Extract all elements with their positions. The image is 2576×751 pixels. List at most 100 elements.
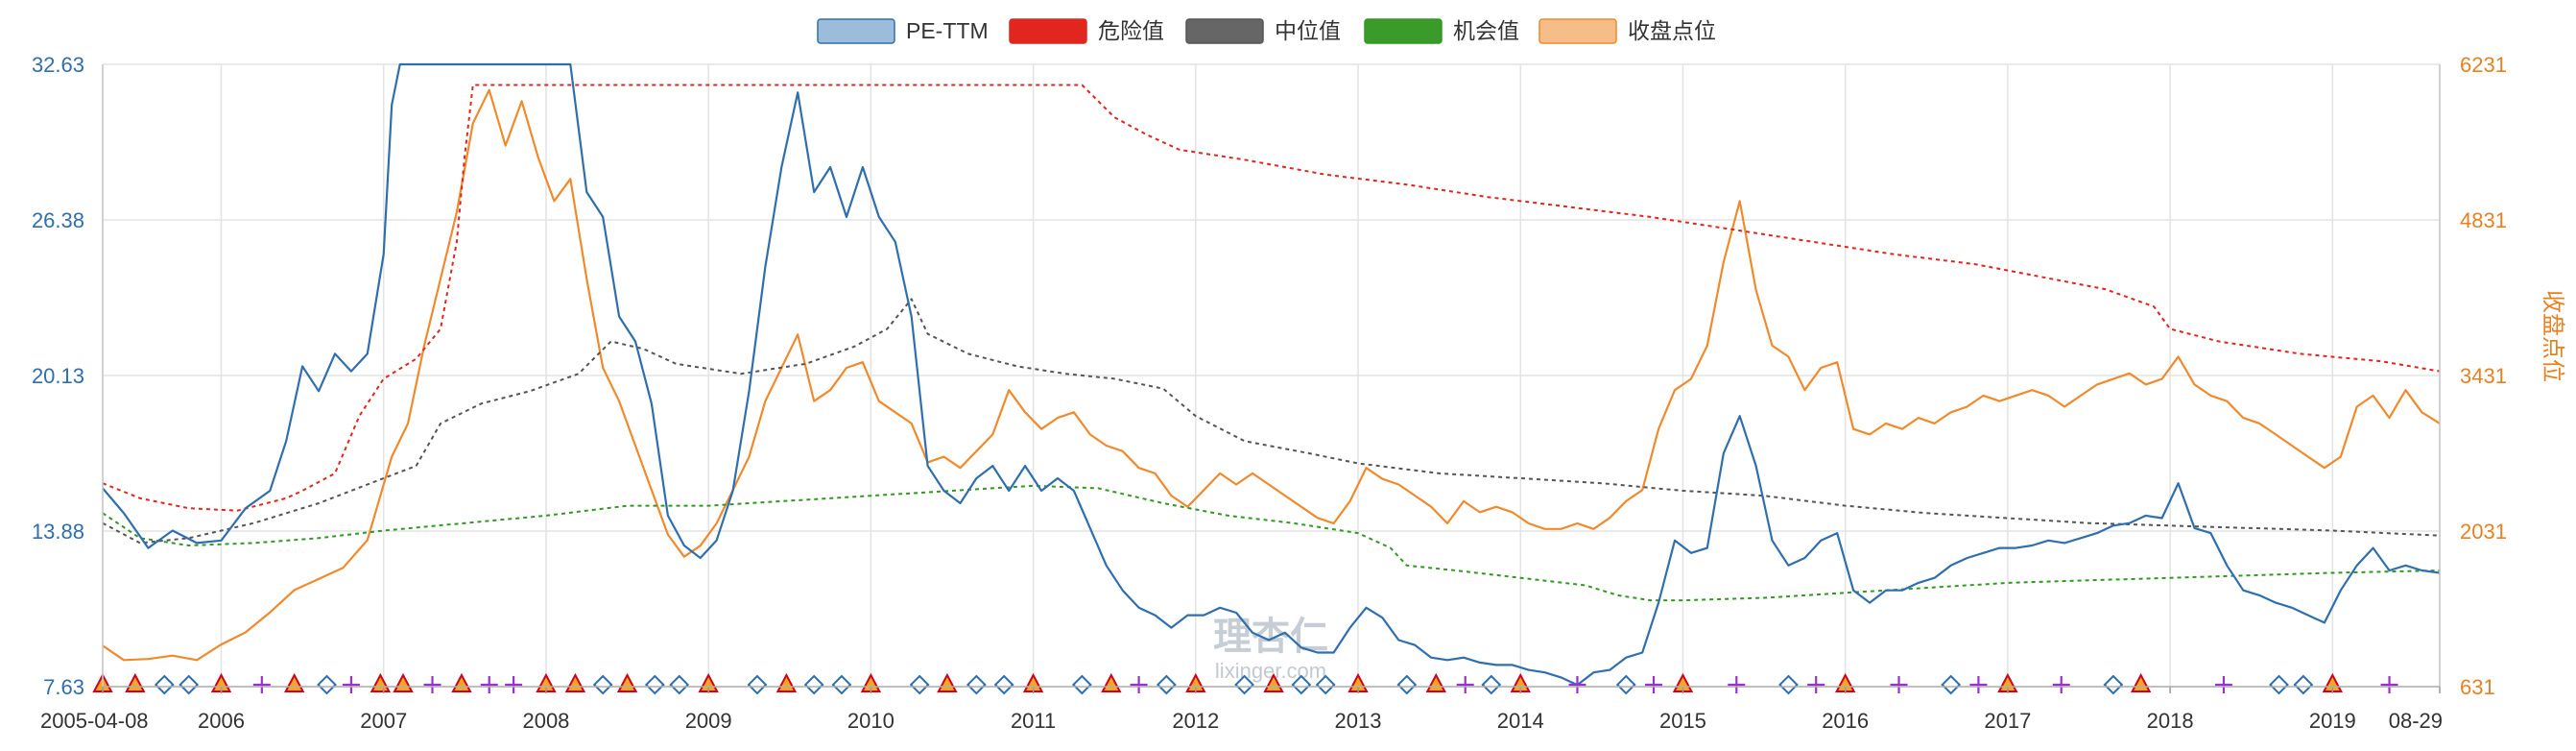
marker-plus (1969, 676, 1988, 693)
x-tick-label: 2005-04-08 (40, 709, 149, 733)
marker-plus (252, 676, 271, 693)
marker-diamond (1941, 674, 1962, 695)
close-index-line (102, 88, 2441, 662)
marker-triangle (616, 672, 638, 692)
y-right-tick-label: 4831 (2460, 208, 2507, 232)
legend-item[interactable]: 机会值 (1364, 18, 1519, 44)
y-right-tick-label: 3431 (2460, 364, 2507, 388)
y-left-tick-label: 7.63 (43, 675, 84, 699)
legend-swatch (1364, 18, 1443, 44)
x-tick-label: 2014 (1497, 709, 1544, 733)
marker-triangle (370, 672, 392, 692)
marker-diamond (909, 674, 930, 695)
marker-plus (342, 676, 360, 693)
legend-label: PE-TTM (906, 18, 989, 43)
opportunity-value-line (102, 484, 2441, 602)
marker-diamond (1481, 674, 1502, 695)
marker-diamond (2293, 674, 2314, 695)
marker-diamond (1291, 674, 1312, 695)
marker-triangle (393, 672, 414, 692)
marker-plus (2052, 676, 2070, 693)
x-tick-label: 2009 (685, 709, 732, 733)
marker-plus (1728, 676, 1746, 693)
x-tick-label: 08-29 (2389, 709, 2443, 733)
marker-diamond (2269, 674, 2289, 695)
marker-diamond (1778, 674, 1799, 695)
legend-item[interactable]: 危险值 (1009, 18, 1164, 44)
marker-plus (423, 676, 441, 693)
marker-triangle (937, 672, 958, 692)
marker-triangle (1101, 672, 1122, 692)
marker-diamond (1396, 674, 1418, 695)
marker-plus (1645, 676, 1663, 693)
marker-diamond (317, 674, 337, 695)
legend-swatch (1538, 18, 1617, 44)
watermark: 理杏仁 lixinger.com (1213, 615, 1328, 683)
marker-diamond (2103, 674, 2124, 695)
x-tick-label: 2012 (1172, 709, 1219, 733)
x-tick-label: 2016 (1822, 709, 1869, 733)
pe-ttm-line (102, 62, 2441, 687)
legend-item[interactable]: 中位值 (1185, 18, 1341, 44)
legend-label: 机会值 (1453, 18, 1519, 43)
marker-diamond (592, 674, 613, 695)
watermark-logo: 理杏仁 (1213, 615, 1328, 659)
marker-diamond (154, 674, 175, 695)
y-left-tick-label: 13.88 (32, 520, 84, 544)
marker-diamond (1615, 674, 1636, 695)
y-right-tick-label: 6231 (2460, 53, 2507, 77)
legend-label: 中位值 (1275, 18, 1341, 43)
marker-diamond (1156, 674, 1177, 695)
legend-item[interactable]: PE-TTM (817, 18, 989, 44)
x-tick-label: 2013 (1335, 709, 1382, 733)
x-tick-label: 2017 (1984, 709, 2031, 733)
y-left-tick-label: 32.63 (32, 53, 84, 77)
marker-diamond (179, 674, 200, 695)
legend-label: 危险值 (1098, 18, 1164, 43)
legend[interactable]: PE-TTM 危险值 中位值 机会值 收盘点位 (817, 18, 1716, 44)
marker-plus (1130, 676, 1148, 693)
legend-item[interactable]: 收盘点位 (1538, 18, 1716, 44)
marker-diamond (747, 674, 768, 695)
legend-swatch (1009, 18, 1087, 44)
legend-swatch (1185, 18, 1264, 44)
marker-plus (1456, 676, 1474, 693)
marker-diamond (1315, 674, 1336, 695)
x-tick-label: 2018 (2147, 709, 2194, 733)
legend-label: 收盘点位 (1628, 18, 1716, 43)
x-tick-label: 2015 (1659, 709, 1706, 733)
y-left-tick-label: 20.13 (32, 364, 84, 388)
grid (102, 63, 2441, 688)
marker-triangle (284, 672, 305, 692)
marker-plus (1568, 676, 1586, 693)
marker-plus (505, 676, 523, 693)
marker-triangle (775, 672, 798, 692)
legend-swatch (817, 18, 895, 44)
marker-plus (2380, 676, 2398, 693)
marker-diamond (831, 674, 852, 695)
x-tick-label: 2011 (1011, 709, 1056, 733)
y-right-tick-label: 2031 (2460, 520, 2507, 544)
y-right-tick-label: 631 (2460, 675, 2495, 699)
x-tick-label: 2006 (198, 709, 245, 733)
median-value-line (102, 298, 2441, 545)
marker-triangle (2130, 672, 2152, 692)
y-left-tick-label: 26.38 (32, 208, 84, 232)
danger-value-line (102, 84, 2441, 512)
x-tick-label: 2008 (522, 709, 569, 733)
marker-diamond (966, 674, 987, 695)
marker-plus (480, 676, 498, 693)
marker-diamond (644, 674, 665, 695)
marker-triangle (451, 672, 472, 692)
marker-triangle (125, 672, 146, 692)
marker-diamond (803, 674, 824, 695)
series-layer (102, 62, 2441, 687)
marker-diamond (993, 674, 1014, 695)
x-tick-label: 2007 (360, 709, 407, 733)
marker-triangle (564, 672, 586, 692)
marker-plus (2214, 676, 2232, 693)
x-tick-label: 2010 (847, 709, 894, 733)
marker-diamond (1071, 674, 1092, 695)
